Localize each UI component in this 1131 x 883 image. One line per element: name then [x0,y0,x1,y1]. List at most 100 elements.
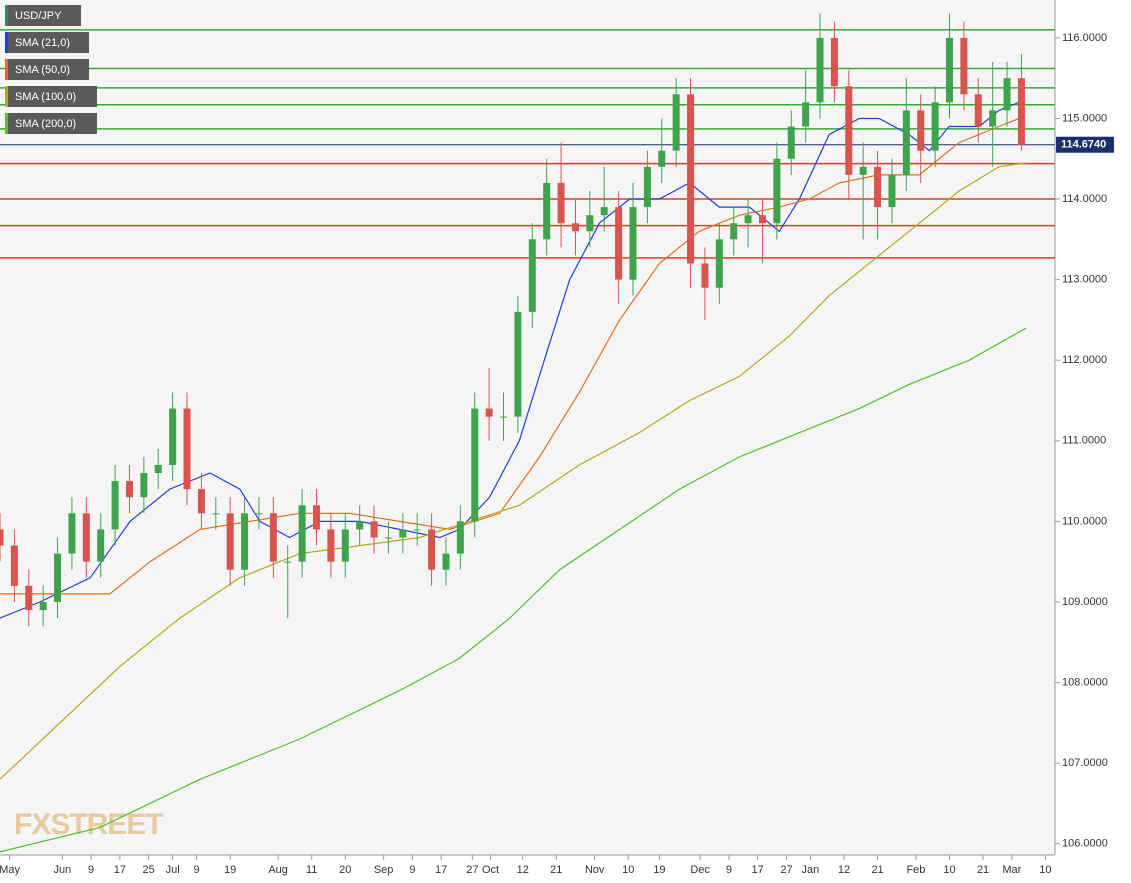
legend-label: SMA (50,0) [15,64,70,76]
candle-body [226,513,234,570]
x-tick-label: 17 [752,864,764,876]
candle-body [500,416,508,418]
candle-body [1017,78,1025,146]
candle-body [528,239,536,312]
candle-body [643,166,651,208]
candle-body [284,561,292,563]
candle-body [384,537,392,539]
candle-body [111,481,119,530]
candle-body [39,601,47,611]
candle-body [140,473,148,498]
x-tick-label: 25 [143,864,155,876]
legend-label: SMA (100,0) [15,91,76,103]
y-tick-label: 115.0000 [1062,112,1107,124]
x-tick-label: 17 [435,864,447,876]
y-tick-label: 114.0000 [1062,193,1107,205]
candle-body [615,207,623,280]
last-price-label: 114.6740 [1061,139,1106,151]
candle-body [830,37,838,87]
candle-body [197,489,205,514]
x-tick-label: May [0,864,20,876]
candle-body [974,94,982,127]
last-price-box [1056,136,1114,153]
x-tick-label: Nov [585,864,605,876]
candle-body [960,37,968,95]
watermark: FXSTREET [14,808,163,841]
x-tick-label: 21 [550,864,562,876]
candle-body [370,521,378,538]
candle-body [802,102,810,127]
candle-body [413,529,421,531]
candle-body [758,215,766,224]
candle-body [125,481,133,498]
x-tick-label: 20 [339,864,351,876]
x-tick-label: Jun [53,864,71,876]
candle-body [730,223,738,240]
candle-body [773,158,781,224]
y-tick-label: 111.0000 [1062,435,1106,447]
candle-body [557,182,565,224]
legend-label: USD/JPY [15,10,62,22]
candle-body [442,553,450,570]
candle-body [25,585,33,611]
candle-body [600,207,608,216]
y-tick-label: 107.0000 [1062,757,1108,769]
candle-body [183,408,191,490]
candle-body [946,37,953,103]
candle-body [241,513,249,570]
sma-line [0,162,1027,780]
candle-body [10,545,18,586]
candle-body [888,174,896,208]
x-tick-label: 21 [977,864,989,876]
x-tick-label: Dec [690,864,710,876]
x-tick-label: 12 [517,864,529,876]
x-tick-label: 9 [88,864,94,876]
candle-body [341,529,349,562]
candle-body [701,263,709,288]
y-tick-label: 109.0000 [1062,596,1108,608]
x-tick-label: Sep [374,864,394,876]
candle-body [54,553,62,602]
legend-box [5,86,97,107]
legend-label: SMA (200,0) [15,118,76,130]
candle-body [82,513,90,562]
y-tick-label: 108.0000 [1062,676,1108,688]
legend-swatch [5,86,8,107]
sma-line [0,101,1020,619]
candle-body [154,464,162,474]
candle-body [715,239,723,288]
candle-body [327,529,335,562]
candle-body [672,94,680,151]
candle-body [269,513,277,562]
candle-body [514,311,522,417]
legend-box [5,59,89,80]
candle-body [543,182,551,240]
legend-swatch [5,59,8,80]
x-tick-label: 21 [871,864,883,876]
x-tick-label: Oct [482,864,499,876]
x-tick-label: 10 [622,864,634,876]
legend-swatch [5,32,8,53]
candle-body [1003,78,1011,111]
x-tick-label: 9 [194,864,200,876]
candle-body [917,110,925,151]
candle-body [989,110,997,127]
candle-body [629,207,637,280]
x-tick-label: Jan [802,864,820,876]
candle-body [0,529,4,546]
legend-label: SMA (21,0) [15,37,70,49]
candle-body [471,408,479,522]
x-tick-label: 27 [780,864,792,876]
x-tick-label: Jul [166,864,180,876]
candle-body [571,223,579,232]
candle-body [255,513,263,515]
x-tick-label: 9 [726,864,732,876]
candle-body [931,102,939,151]
y-tick-label: 113.0000 [1062,274,1107,286]
y-tick-label: 112.0000 [1062,354,1107,366]
candle-body [97,529,105,562]
y-tick-label: 116.0000 [1062,32,1107,44]
legend-swatch [5,5,8,26]
candle-body [399,529,407,538]
